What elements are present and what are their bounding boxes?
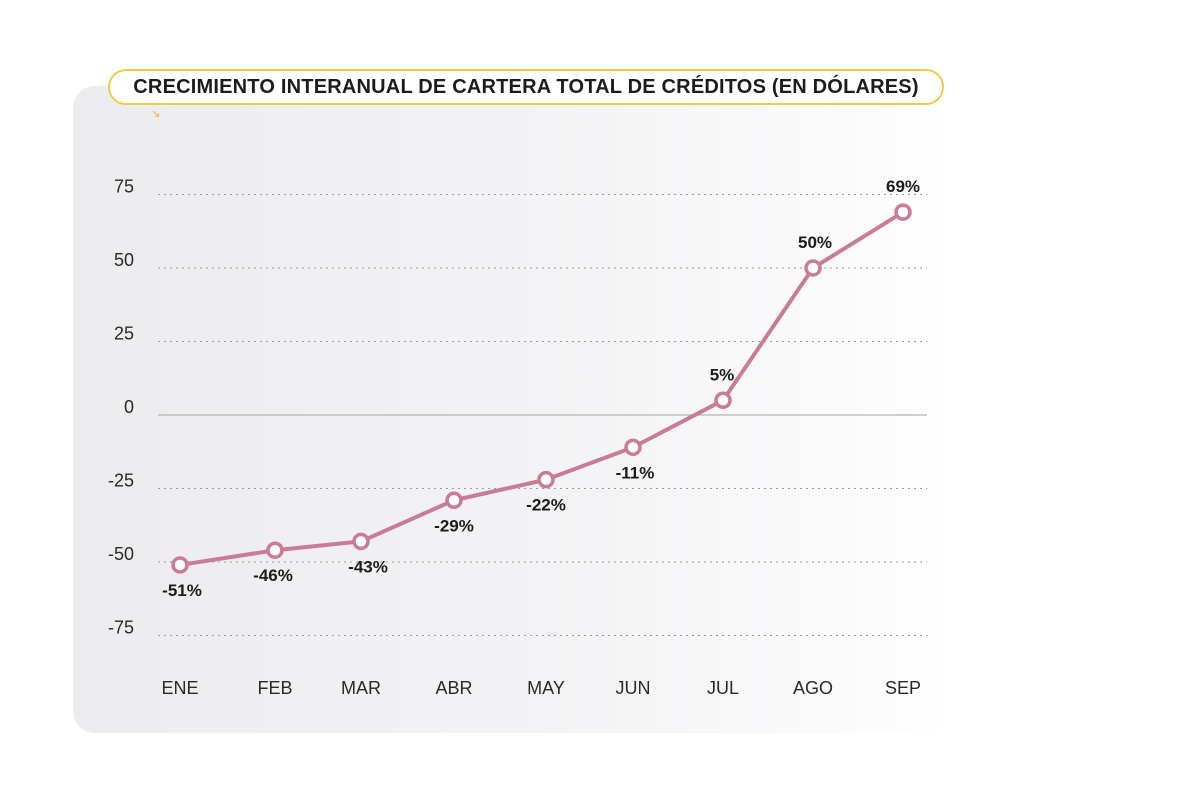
data-label: -46% [253,566,293,585]
y-tick-label: 75 [114,177,134,197]
data-label: -22% [526,496,566,515]
chart-title-pill: CRECIMIENTO INTERANUAL DE CARTERA TOTAL … [108,69,944,105]
data-point [171,556,189,574]
data-point [624,438,642,457]
y-tick-label: -75 [108,618,134,638]
chart-title: CRECIMIENTO INTERANUAL DE CARTERA TOTAL … [133,75,919,98]
data-point [445,491,463,510]
arrow-down-right-icon: ↘ [151,107,161,120]
data-point [894,203,912,221]
grid-lines [158,194,927,636]
x-tick-label: JUN [616,678,651,698]
x-axis-ticks: ENE FEB MAR ABR MAY JUN JUL AGO SEP [161,678,921,698]
x-tick-label: ENE [161,678,198,698]
x-tick-label: ABR [435,678,472,698]
data-point [804,259,822,277]
data-label: -11% [616,463,655,482]
y-tick-label: 0 [124,397,134,417]
data-point [266,541,284,559]
data-label: -43% [348,557,388,576]
y-tick-label: 25 [114,324,134,344]
x-tick-label: MAR [341,678,381,698]
data-label: 5% [710,365,735,384]
data-points [171,203,912,574]
data-label: -51% [162,581,202,600]
y-tick-label: -50 [108,544,134,564]
x-tick-label: JUL [707,678,739,698]
data-point [537,470,555,489]
data-point [352,532,370,551]
x-tick-label: MAY [527,678,565,698]
chart-panel [73,86,953,733]
data-point [714,391,732,410]
data-label: 69% [886,177,920,196]
y-axis-ticks: 75 50 25 0 -25 -50 -75 [108,177,134,638]
x-tick-label: FEB [257,678,292,698]
x-tick-label: SEP [885,678,921,698]
y-tick-label: 50 [114,250,134,270]
x-tick-label: AGO [793,678,833,698]
y-tick-label: -25 [108,471,134,491]
data-label: 50% [798,233,832,252]
data-label: -29% [434,516,474,535]
data-labels: -51% -46% -43% -29% -22% -11% 5% 50% 69% [162,177,920,600]
